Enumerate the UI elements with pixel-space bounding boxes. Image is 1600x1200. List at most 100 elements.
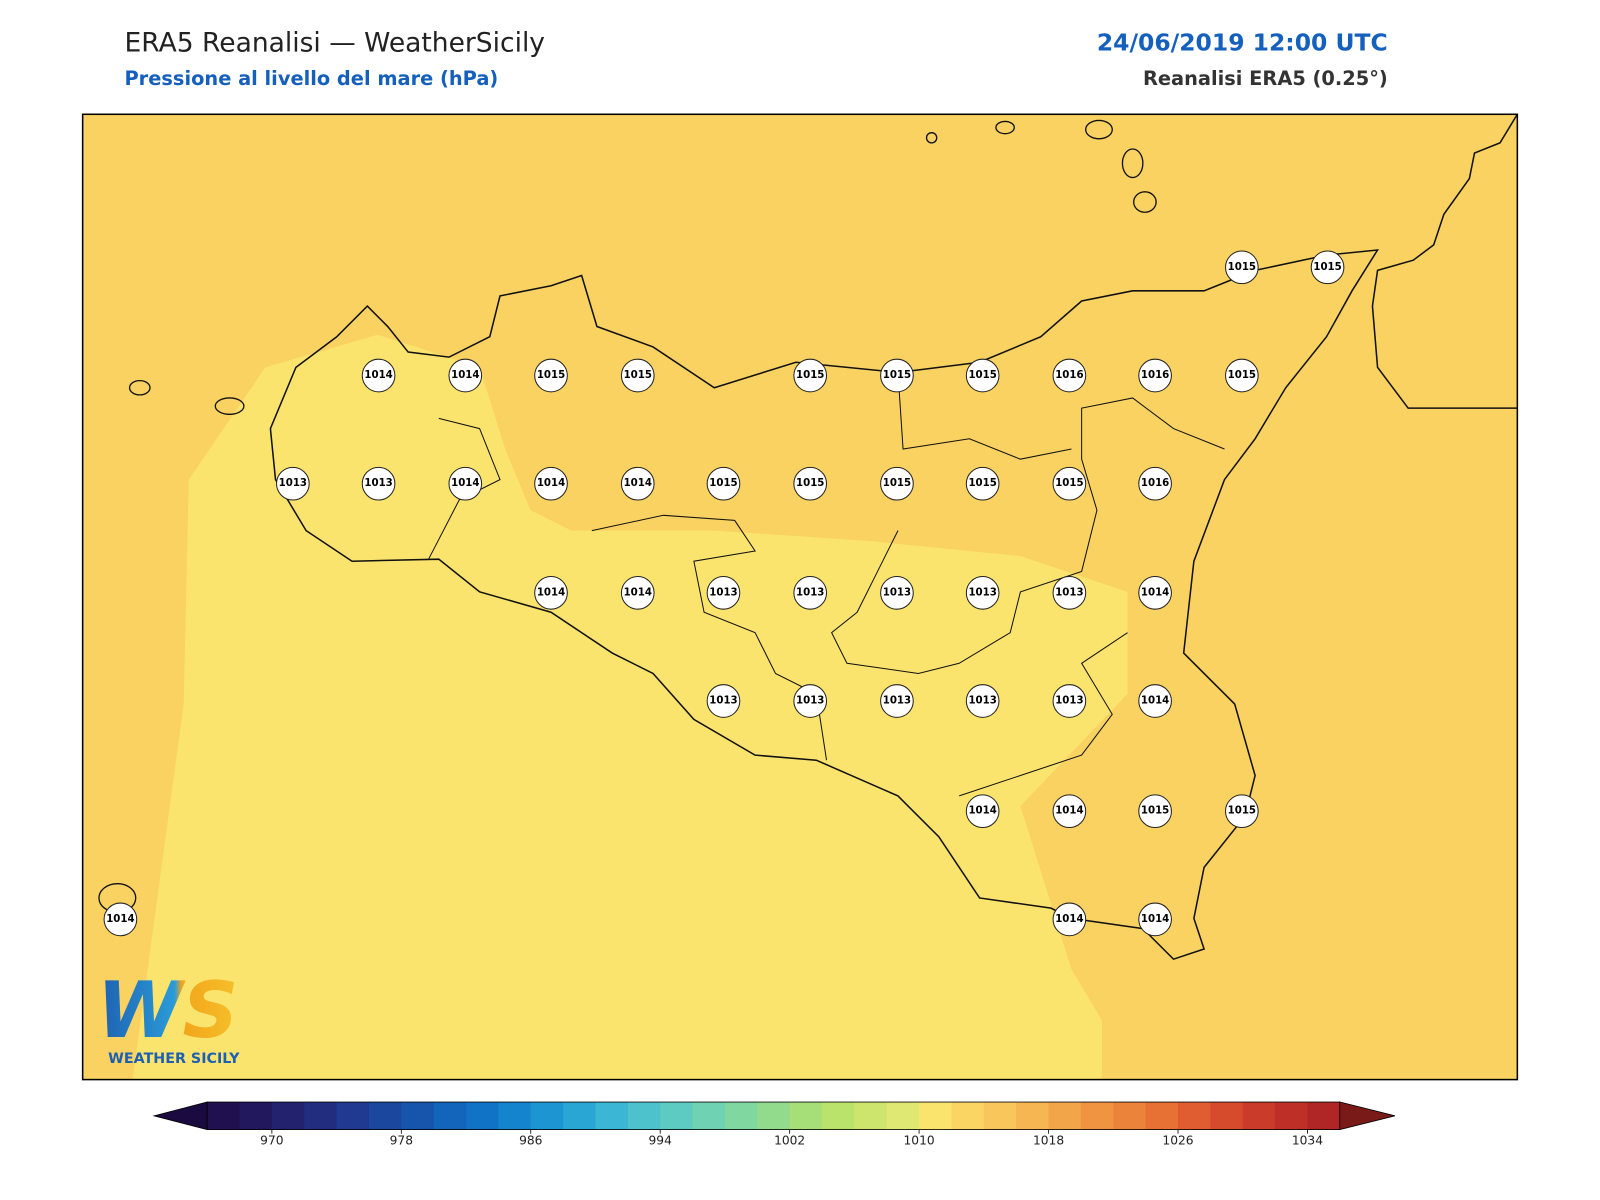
station: 1013 [880,576,914,610]
station-marker [1138,466,1172,501]
station-marker [880,576,914,610]
colorbar-segment [822,1102,855,1130]
station: 1015 [534,358,568,393]
colorbar-segment [1307,1102,1341,1130]
station-value: 1014 [968,806,996,817]
station-marker [361,466,396,501]
map-area: 1015 1015 1014 1014 1015 1015 1015 1015 1015 1016… [81,113,1519,1081]
station: 1015 [1225,250,1259,285]
station-value: 1013 [279,478,307,489]
station-marker [1052,684,1087,718]
station-value: 1015 [1228,806,1256,817]
colorbar-frame [206,1101,1341,1130]
logo: WS WEATHER SICILY [97,966,240,1067]
colorbar-tick-label: 1026 [1162,1133,1193,1147]
station-marker [1310,250,1345,285]
island [995,120,1015,135]
title: ERA5 Reanalisi — WeatherSicily [124,27,545,58]
station-value: 1015 [1228,370,1256,381]
station-marker [534,466,568,501]
station-marker [965,466,1000,501]
station: 1013 [880,684,914,718]
colorbar-segment [304,1102,338,1130]
station-value: 1015 [883,370,911,381]
station-marker [1052,358,1087,393]
station-marker [880,358,914,393]
station-marker [793,358,828,393]
station-value: 1015 [1228,262,1256,273]
station-value: 1016 [1055,370,1083,381]
source: Reanalisi ERA5 (0.25°) [1143,67,1388,90]
station-marker [1138,358,1172,393]
station: 1015 [1225,358,1259,393]
station-marker [793,684,828,718]
station-value: 1014 [1055,806,1083,817]
station-value: 1015 [624,370,652,381]
station-value: 1014 [451,370,479,381]
station-value: 1014 [1141,914,1169,925]
station: 1015 [1052,466,1087,501]
station: 1013 [706,684,741,718]
colorbar-segment [336,1102,370,1130]
station: 1014 [534,466,568,501]
station-marker [1138,902,1172,937]
station-value: 1014 [624,587,652,598]
station-marker [448,466,483,501]
station-marker [534,358,568,393]
stations: 1015 1015 1014 1014 1015 1015 1015 1015 1015 1016… [103,250,1345,937]
station-value: 1013 [364,478,392,489]
station-value: 1015 [968,370,996,381]
station-marker [276,466,310,501]
station-value: 1015 [796,478,824,489]
station: 1015 [965,358,1000,393]
colorbar-tick-label: 994 [649,1133,673,1147]
station: 1013 [706,576,741,610]
colorbar-segment [498,1102,532,1130]
station-value: 1013 [796,587,824,598]
station-value: 1015 [1313,262,1341,273]
station-value: 1014 [451,478,479,489]
colorbar-segment [401,1102,435,1130]
station: 1016 [1052,358,1087,393]
station-marker [1138,576,1172,610]
subtitle: Pressione al livello del mare (hPa) [124,67,498,90]
station: 1014 [1138,576,1172,610]
station-value: 1014 [1055,914,1083,925]
colorbar-segment [271,1102,305,1130]
colorbar-extend-over [1339,1101,1395,1131]
island [1121,148,1144,179]
station: 1014 [448,466,483,501]
station: 1013 [276,466,310,501]
station-value: 1013 [968,696,996,707]
colorbar-tick-label: 970 [260,1133,283,1147]
station-value: 1014 [624,478,652,489]
station-marker [965,358,1000,393]
station-marker [965,576,1000,610]
station-value: 1013 [709,696,737,707]
station-marker [1138,684,1172,718]
station-marker [880,684,914,718]
station: 1014 [965,794,1000,829]
station-marker [1225,794,1259,829]
colorbar-tick-label: 1002 [774,1133,805,1147]
colorbar-segment [466,1102,499,1130]
colorbar-segment [207,1102,241,1130]
station-marker [1052,576,1087,610]
colorbar-segment [1275,1102,1308,1130]
station: 1015 [793,358,828,393]
station-value: 1016 [1141,478,1169,489]
station-value: 1013 [1055,696,1083,707]
station: 1015 [1310,250,1345,285]
colorbar-segment [627,1102,661,1130]
station-value: 1013 [968,587,996,598]
island [214,397,245,415]
station-marker [448,358,483,393]
colorbar-segment [368,1102,402,1130]
colorbar: 970 978 986 994 1002 1010 1018 1026 1034 [152,1101,1395,1147]
station-marker [620,358,655,393]
province-borders [428,372,1225,797]
station-marker [620,466,655,501]
colorbar-segment [433,1102,467,1130]
